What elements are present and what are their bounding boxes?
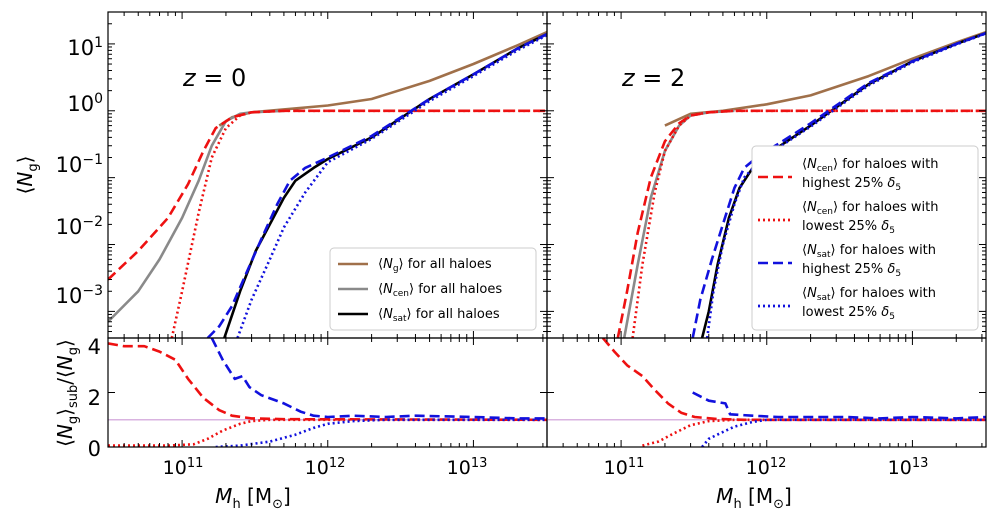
legend-label-nsat-high-2: highest 25% δ5 (802, 262, 901, 279)
x-tick-labels-right: 1011 1012 1013 (604, 456, 929, 480)
legend-label-ncen-low: ⟨Ncen⟩ for haloes with (802, 200, 938, 217)
legend-label-nsat-low: ⟨Nsat⟩ for haloes with (802, 286, 936, 303)
ratio-line (701, 418, 986, 447)
legend-left: ⟨Ng⟩ for all haloes ⟨Ncen⟩ for all haloe… (329, 247, 537, 331)
bottom-y-tick-labels: 4 2 0 (88, 335, 101, 461)
x-tick-label: 1012 (305, 456, 346, 480)
bottom-axes-frame (107, 337, 548, 448)
legend-left-box (329, 247, 537, 331)
x-tick-label: 1011 (604, 456, 645, 480)
ratio-line (642, 418, 986, 447)
legend-label-ncen-high: ⟨Ncen⟩ for haloes with (802, 157, 938, 174)
bottom-series-group (601, 338, 986, 447)
legend-right-box (751, 145, 979, 331)
panel-z2 (546, 11, 987, 448)
y-tick-label: 10−1 (56, 152, 103, 177)
legend-label-nsat-low-2: lowest 25% δ5 (802, 305, 895, 322)
top-y-tick-labels: 101 100 10−1 10−2 10−3 (56, 35, 103, 308)
x-tick-label: 1012 (746, 456, 787, 480)
ratio-line (108, 342, 547, 422)
panel-z0 (107, 11, 548, 448)
panel-label-z2: z = 2 (621, 64, 685, 92)
y-tick-label: 10−3 (56, 283, 103, 308)
legend-label-nsat: ⟨Nsat⟩ for all haloes (378, 307, 500, 324)
bottom-axes-frame (546, 337, 987, 448)
series-line (705, 32, 986, 338)
legend-label-ncen: ⟨Ncen⟩ for all haloes (378, 282, 502, 299)
ratio-line (215, 418, 547, 447)
x-axis-label: Mh [M⊙] (215, 484, 291, 512)
bottom-series-group (108, 338, 547, 447)
top-y-axis-label: ⟨Ng⟩ (13, 156, 41, 195)
legend-label-nsat-high: ⟨Nsat⟩ for haloes with (802, 243, 936, 260)
y-tick-label: 101 (67, 35, 103, 60)
x-tick-labels-left: 1011 1012 1013 (163, 456, 488, 480)
ratio-line (108, 418, 547, 447)
series-line (206, 32, 547, 338)
legend-right: ⟨Ncen⟩ for haloes with highest 25% δ5 ⟨N… (751, 145, 979, 331)
series-line (236, 34, 547, 338)
legend-label-ncen-low-2: lowest 25% δ5 (802, 219, 895, 236)
series-line (108, 109, 547, 281)
y-tick-label: 4 (88, 335, 101, 359)
x-tick-label: 1013 (888, 456, 929, 480)
legend-label-ng: ⟨Ng⟩ for all haloes (378, 257, 492, 274)
y-tick-label: 0 (88, 437, 101, 461)
plot-area (107, 11, 987, 448)
y-tick-label: 100 (67, 91, 103, 116)
x-tick-label: 1011 (163, 456, 204, 480)
panel-label-z0: z = 0 (182, 64, 246, 92)
bottom-y-axis-label: ⟨Ng⟩sub/⟨Ng⟩ (53, 339, 81, 447)
series-line (622, 109, 735, 338)
x-tick-label: 1013 (447, 456, 488, 480)
top-series-group (108, 30, 547, 338)
ratio-line (210, 338, 547, 420)
y-tick-label: 2 (88, 386, 101, 410)
y-tick-label: 10−2 (56, 214, 103, 239)
ratio-line (692, 391, 986, 420)
legend-label-ncen-high-2: highest 25% δ5 (802, 176, 901, 193)
ratio-line (601, 338, 986, 422)
series-line (108, 109, 284, 323)
x-axis-label: Mh [M⊙] (716, 484, 792, 512)
